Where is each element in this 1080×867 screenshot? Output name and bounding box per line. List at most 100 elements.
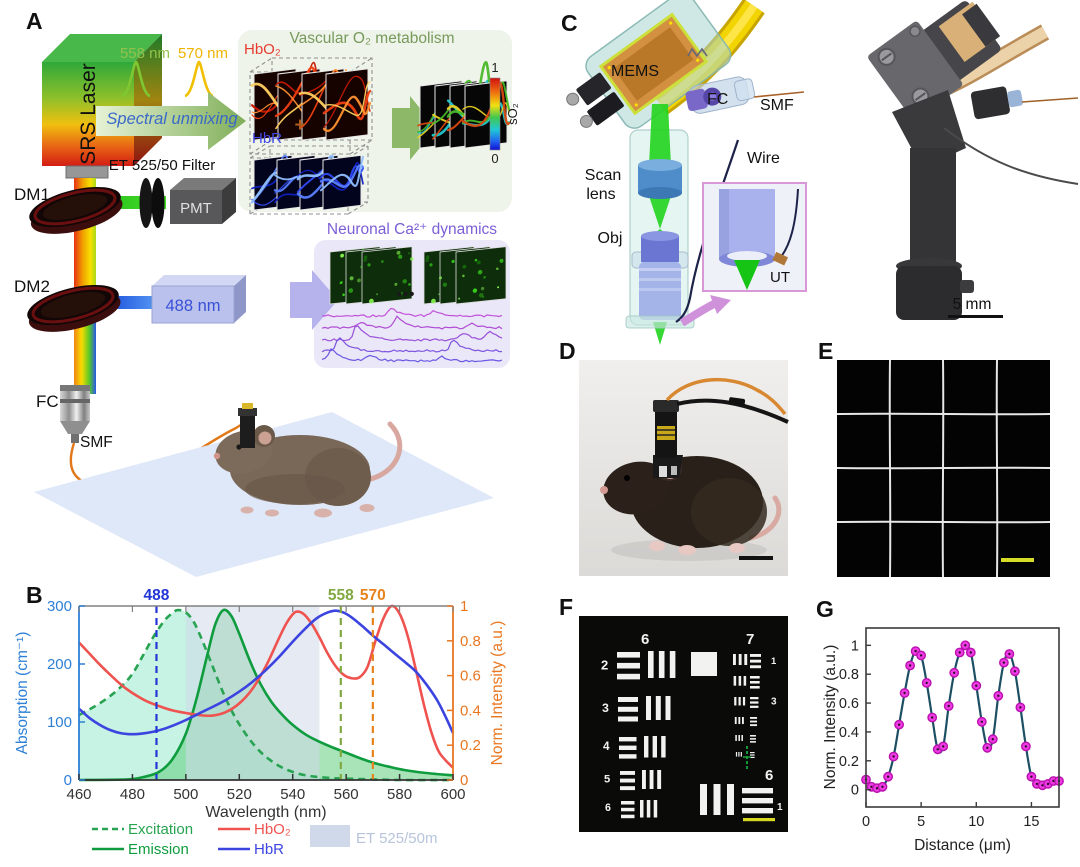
b-ytick-left: 0 <box>64 772 72 789</box>
objective-tip-inset: UT <box>702 182 807 292</box>
scan-lens-label-1: Scan <box>585 167 621 184</box>
laser-488: 488 nm <box>151 275 246 324</box>
excitation-curve <box>78 608 454 782</box>
usaf-left-element-number: 3 <box>602 701 609 715</box>
fiber-cable <box>665 377 787 416</box>
vline-label-570: 570 <box>360 587 386 604</box>
laser-mount <box>65 165 109 179</box>
colorbar-label: sO₂ <box>505 103 520 125</box>
mouse-tail <box>748 495 782 541</box>
neuronal-arrow <box>290 270 338 330</box>
usaf-right-element-number: 3 <box>771 697 777 708</box>
black-cable <box>676 398 789 424</box>
usaf-left-element-number: 2 <box>601 657 608 672</box>
g-ylabel: Norm. Intensity (a.u.) <box>822 645 839 790</box>
svg-text:Emission: Emission <box>128 841 189 858</box>
panel-f-usaf-target: 2 3 4 5 6 1 3 6 1 6 7 <box>579 616 788 832</box>
calcium-frame <box>361 246 414 305</box>
calcium-trace <box>321 307 503 318</box>
spectral-unmixing-label: Spectral unmixing <box>106 110 238 128</box>
dm1-label: DM1 <box>14 185 50 204</box>
calcium-trace <box>321 348 503 363</box>
usaf-numbers: 2 3 4 5 6 1 3 6 1 6 7 <box>601 631 783 814</box>
usaf-group-6-number: 6 <box>641 631 649 648</box>
laser-488-label: 488 nm <box>165 297 220 315</box>
panel-label-g: G <box>816 596 834 622</box>
g-xlabel: Distance (μm) <box>914 837 1011 854</box>
scan-lens <box>638 159 682 199</box>
b-xtick: 560 <box>334 786 359 803</box>
scan-lens-label-2: lens <box>586 186 615 203</box>
dichroic-mirror-1 <box>29 186 123 234</box>
b-ytick-right: 1 <box>460 598 468 615</box>
b-ylabel-left: Absorption (cm⁻¹) <box>14 632 31 755</box>
b-legend: Excitation Emission HbO₂ HbR ET 525/50m <box>92 821 437 858</box>
svg-text:HbR: HbR <box>254 841 284 858</box>
emission-curve <box>78 608 454 782</box>
b-xtick: 480 <box>120 786 145 803</box>
pmt: PMT <box>170 178 236 224</box>
b-xtick: 500 <box>173 786 198 803</box>
b-ylabel-right: Norm. Intensity (a.u.) <box>489 621 506 766</box>
panel-label-a: A <box>26 8 43 34</box>
probe-photo-render <box>868 1 1079 320</box>
g-ytick: 0.2 <box>839 754 859 770</box>
usaf-left-element-number: 5 <box>604 773 610 785</box>
b-ytick-right: 0 <box>460 772 468 789</box>
g-xtick: 0 <box>862 814 870 830</box>
b-ytick-left: 200 <box>47 656 72 673</box>
panel-label-f: F <box>559 594 574 620</box>
ellipsis-dots: ••• <box>397 286 416 303</box>
colorbar-min: 0 <box>491 151 498 166</box>
ultrasound-transducer <box>772 251 789 266</box>
hbr-curve <box>78 609 455 736</box>
head-probe <box>240 414 255 448</box>
hbo₂-curve <box>78 604 454 769</box>
b-ytick-left: 100 <box>47 714 72 731</box>
hbo2-image-stack <box>250 61 372 141</box>
b-ytick-right: 0.6 <box>460 668 481 685</box>
calcium-traces <box>321 307 503 363</box>
panel-c-probe-diagram: UT MEMS FC SMF Wire Scan lens Obj <box>566 0 1079 345</box>
hbr-label: HbR <box>252 130 282 147</box>
b-xtick: 460 <box>66 786 91 803</box>
hbr-image-stack <box>250 154 365 211</box>
svg-text:ET 525/50m: ET 525/50m <box>356 830 437 847</box>
ut-label: UT <box>770 269 790 286</box>
b-ytick-right: 0.2 <box>460 737 481 754</box>
g-ytick: 0.8 <box>839 667 859 683</box>
et-filter-band <box>185 606 320 780</box>
panel-d-mouse-photo <box>579 360 789 576</box>
pulse-570 <box>184 60 214 98</box>
usaf-group-7-number: 7 <box>746 631 754 648</box>
vline-label-558: 558 <box>328 587 354 604</box>
dm2-label: DM2 <box>14 277 50 296</box>
beam-combined <box>74 308 96 394</box>
dichroic-mirror-2 <box>27 284 121 332</box>
usaf-bottom-group-number: 6 <box>765 767 773 784</box>
srs-laser-label: SRS Laser <box>77 63 100 165</box>
image-frame <box>461 80 511 149</box>
vascular-title: Vascular O₂ metabolism <box>289 30 454 47</box>
b-xtick: 540 <box>280 786 305 803</box>
et-filter <box>139 178 165 228</box>
usaf-bars <box>617 651 773 819</box>
panel-label-b: B <box>26 582 43 608</box>
usaf-left-element-number: 4 <box>603 739 610 753</box>
usaf-right-element-number: 1 <box>771 656 777 667</box>
spring <box>687 47 708 58</box>
fiber-coupler <box>60 385 90 443</box>
panel-label-e: E <box>818 338 834 364</box>
pmt-label: PMT <box>180 200 212 217</box>
g-xtick: 15 <box>1023 814 1039 830</box>
mouse-cartoon <box>213 403 403 518</box>
inset-arrow <box>679 300 716 327</box>
b-ytick-right: 0.8 <box>460 633 481 650</box>
wire-label: Wire <box>747 150 780 167</box>
plus-sign: + <box>294 115 305 136</box>
b-xlabel: Wavelength (nm) <box>205 804 326 821</box>
mems-label: MEMS <box>611 63 659 80</box>
b-ytick-left: 300 <box>47 598 72 615</box>
